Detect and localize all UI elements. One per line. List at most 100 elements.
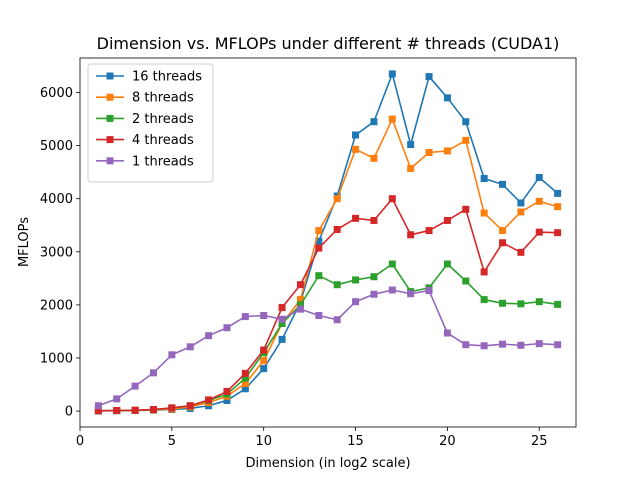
legend-label-4-threads: 4 threads xyxy=(132,133,194,148)
x-tick-label: 15 xyxy=(347,434,364,449)
data-point-16-threads xyxy=(260,365,268,373)
data-point-1-threads xyxy=(260,312,268,320)
data-point-16-threads xyxy=(535,173,543,181)
y-tick-label: 1000 xyxy=(40,351,73,366)
data-point-1-threads xyxy=(462,341,470,349)
data-point-16-threads xyxy=(278,335,286,343)
data-point-2-threads xyxy=(535,298,543,306)
data-point-4-threads xyxy=(260,346,268,354)
data-point-16-threads xyxy=(443,94,451,102)
data-point-2-threads xyxy=(554,300,562,308)
data-point-2-threads xyxy=(370,273,378,281)
data-point-8-threads xyxy=(407,164,415,172)
y-tick-label: 4000 xyxy=(40,192,73,207)
data-point-1-threads xyxy=(443,329,451,337)
data-point-16-threads xyxy=(241,385,249,393)
x-tick-label: 10 xyxy=(255,434,272,449)
legend-marker-4-threads xyxy=(106,136,114,144)
data-point-2-threads xyxy=(241,374,249,382)
data-point-1-threads xyxy=(480,342,488,350)
data-point-2-threads xyxy=(499,299,507,307)
plot-area: 0 5 10 15 20 25 0 1000 2000 3000 4000 5000 6000 xyxy=(40,57,577,449)
data-point-1-threads xyxy=(352,298,360,306)
data-point-4-threads xyxy=(407,231,415,239)
data-point-4-threads xyxy=(131,406,139,414)
data-point-4-threads xyxy=(517,248,525,256)
data-point-2-threads xyxy=(388,260,396,268)
data-point-4-threads xyxy=(554,229,562,237)
data-point-4-threads xyxy=(113,407,121,415)
data-point-1-threads xyxy=(370,290,378,298)
data-point-4-threads xyxy=(205,396,213,404)
data-point-1-threads xyxy=(241,313,249,321)
data-point-2-threads xyxy=(296,301,304,309)
legend-marker-16-threads xyxy=(106,72,114,80)
data-point-4-threads xyxy=(168,404,176,412)
data-point-4-threads xyxy=(443,216,451,224)
data-point-16-threads xyxy=(480,175,488,183)
data-point-4-threads xyxy=(186,402,194,410)
axes-frame xyxy=(79,57,577,428)
data-point-4-threads xyxy=(333,225,341,233)
data-point-8-threads xyxy=(535,197,543,205)
data-point-16-threads xyxy=(517,199,525,207)
data-point-16-threads xyxy=(499,180,507,188)
data-point-4-threads xyxy=(480,268,488,276)
data-point-1-threads xyxy=(149,369,157,377)
data-point-1-threads xyxy=(94,402,102,410)
y-tick-label: 6000 xyxy=(40,86,73,101)
data-point-1-threads xyxy=(554,341,562,349)
data-point-8-threads xyxy=(462,136,470,144)
data-point-8-threads xyxy=(333,195,341,203)
data-point-4-threads xyxy=(370,216,378,224)
data-point-8-threads xyxy=(260,357,268,365)
legend-label-16-threads: 16 threads xyxy=(132,70,202,85)
data-point-8-threads xyxy=(315,227,323,235)
data-point-8-threads xyxy=(517,208,525,216)
data-point-4-threads xyxy=(388,195,396,203)
data-point-1-threads xyxy=(517,341,525,349)
x-axis-label: Dimension (in log2 scale) xyxy=(245,456,410,471)
data-point-8-threads xyxy=(554,203,562,211)
data-point-1-threads xyxy=(113,395,121,403)
legend: 16 threads 8 threads 2 threads 4 threads 1 t… xyxy=(87,63,214,183)
data-point-2-threads xyxy=(333,281,341,289)
data-point-1-threads xyxy=(131,382,139,390)
data-point-1-threads xyxy=(278,315,286,323)
chart-title: Dimension vs. MFLOPs under different # t… xyxy=(97,34,560,53)
y-tick-label: 3000 xyxy=(40,245,73,260)
data-point-4-threads xyxy=(94,407,102,415)
data-point-16-threads xyxy=(315,237,323,245)
data-point-2-threads xyxy=(517,300,525,308)
data-point-16-threads xyxy=(223,396,231,404)
data-point-16-threads xyxy=(388,70,396,78)
y-axis-label: MFLOPs xyxy=(17,217,32,267)
data-point-8-threads xyxy=(480,209,488,217)
x-tick-label: 0 xyxy=(76,434,84,449)
data-point-8-threads xyxy=(443,147,451,155)
legend-marker-2-threads xyxy=(106,114,114,122)
y-tick-label: 5000 xyxy=(40,139,73,154)
data-point-1-threads xyxy=(223,324,231,332)
data-point-1-threads xyxy=(535,340,543,348)
data-point-1-threads xyxy=(425,287,433,295)
x-tick-label: 5 xyxy=(168,434,176,449)
data-point-2-threads xyxy=(352,276,360,284)
data-point-1-threads xyxy=(315,312,323,320)
data-point-16-threads xyxy=(425,73,433,81)
data-point-4-threads xyxy=(352,214,360,222)
data-point-4-threads xyxy=(296,281,304,289)
data-point-1-threads xyxy=(499,340,507,348)
data-point-16-threads xyxy=(554,189,562,197)
legend-box xyxy=(87,63,214,183)
data-point-2-threads xyxy=(315,272,323,280)
data-point-4-threads xyxy=(462,205,470,213)
data-point-8-threads xyxy=(352,145,360,153)
data-point-8-threads xyxy=(370,154,378,162)
data-point-8-threads xyxy=(499,227,507,235)
legend-label-1-threads: 1 threads xyxy=(132,154,194,169)
data-point-4-threads xyxy=(223,387,231,395)
data-point-4-threads xyxy=(535,228,543,236)
data-point-4-threads xyxy=(499,239,507,247)
